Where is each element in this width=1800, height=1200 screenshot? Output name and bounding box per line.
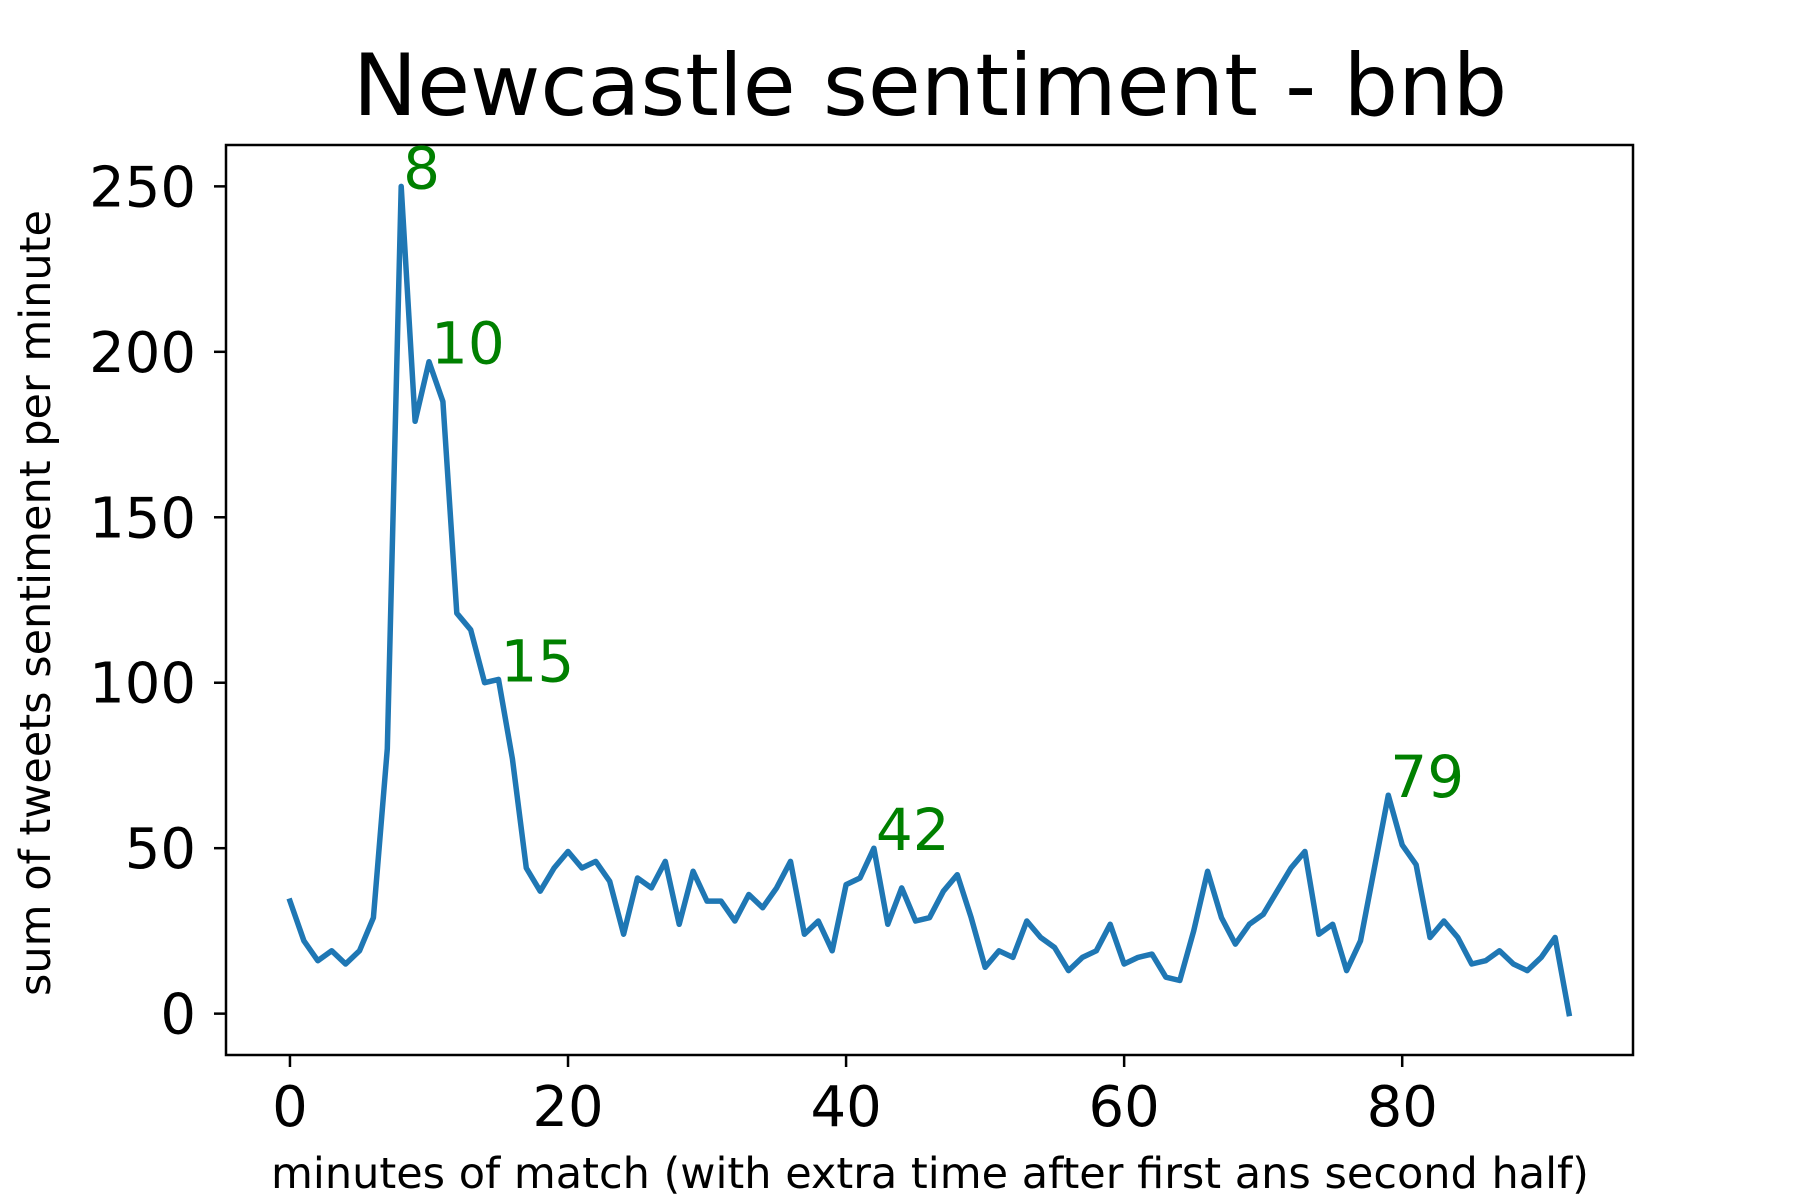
series-line: [286, 183, 1573, 1017]
peak-annotation: 10: [431, 310, 505, 378]
x-tick-label: 40: [810, 1075, 881, 1140]
y-axis-ticks: 0 50 100 150 200 250: [89, 155, 226, 1048]
y-tick-label: 100: [89, 652, 196, 717]
y-tick-label: 250: [89, 155, 196, 220]
y-tick-label: 200: [89, 321, 196, 386]
x-tick-label: 80: [1367, 1075, 1438, 1140]
x-tick-label: 20: [532, 1075, 603, 1140]
peak-annotation: 42: [876, 796, 950, 864]
y-tick-label: 0: [160, 983, 196, 1048]
x-tick-label: 0: [272, 1075, 308, 1140]
x-axis-ticks: 0 20 40 60 80: [272, 1055, 1438, 1140]
y-tick-label: 50: [125, 817, 196, 882]
chart-title: Newcastle sentiment - bnb: [353, 36, 1507, 136]
series-layer: [286, 183, 1573, 1017]
x-tick-label: 60: [1089, 1075, 1160, 1140]
x-axis-label: minutes of match (with extra time after …: [271, 1149, 1589, 1199]
peak-annotation: 15: [501, 627, 575, 695]
plot-area: [224, 143, 1635, 1057]
peak-annotation: 8: [403, 134, 440, 202]
y-tick-label: 150: [89, 486, 196, 551]
annotation-layer: 8 10 15 42 79: [403, 134, 1464, 864]
peak-annotation: 79: [1390, 743, 1464, 811]
y-axis-label: sum of tweets sentiment per minute: [11, 210, 61, 996]
plot-frame: [224, 143, 1635, 1057]
